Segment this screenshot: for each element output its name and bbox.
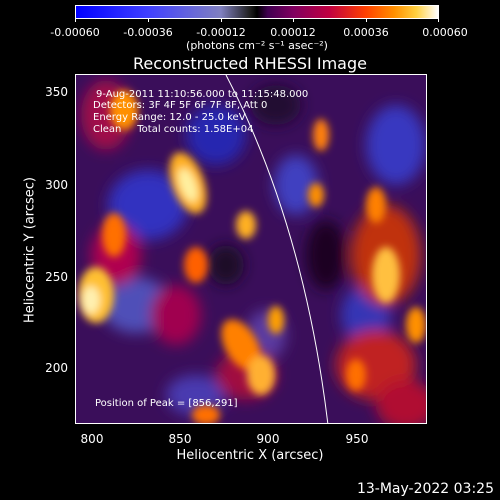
annotation-clean: Clean Total counts: 1.58E+04 xyxy=(93,124,254,135)
y-tick-label: 250 xyxy=(45,270,68,284)
annotation-detectors: Detectors: 3F 4F 5F 6F 7F 8F, Att 0 xyxy=(93,100,268,111)
colorbar-tick xyxy=(221,18,222,22)
x-axis-label: Heliocentric X (arcsec) xyxy=(176,448,324,463)
x-tick-label: 950 xyxy=(345,432,369,446)
y-tick-label: 300 xyxy=(45,178,68,192)
solar-limb-line xyxy=(225,75,329,423)
colorbar-tick-label: 0.00036 xyxy=(343,26,389,39)
colorbar-tick xyxy=(293,18,294,22)
y-axis-label: Heliocentric Y (arcsec) xyxy=(22,177,38,323)
x-tick-label: 800 xyxy=(80,432,104,446)
x-tick-label: 850 xyxy=(168,432,192,446)
annotation-peak: Position of Peak = [856,291] xyxy=(95,398,238,409)
colorbar-tick xyxy=(366,18,367,22)
timestamp-footer: 13-May-2022 03:25 xyxy=(356,481,494,497)
colorbar-tick-label: -0.00036 xyxy=(123,26,173,39)
colorbar-tick-label: 0.00012 xyxy=(270,26,316,39)
x-tick-label: 900 xyxy=(256,432,280,446)
plot-title: Reconstructed RHESSI Image xyxy=(133,54,367,73)
colorbar-tick-label: 0.00060 xyxy=(422,26,468,39)
colorbar-tick xyxy=(75,18,76,22)
y-tick-label: 350 xyxy=(45,85,68,99)
image-plot xyxy=(75,74,427,424)
colorbar-units: (photons cm⁻² s⁻¹ asec⁻²) xyxy=(186,39,328,52)
colorbar-tick xyxy=(438,18,439,22)
bright-sources xyxy=(78,90,426,423)
colorbar-tick-label: -0.00012 xyxy=(196,26,246,39)
image-canvas xyxy=(76,75,426,423)
colorbar xyxy=(75,5,439,19)
annotation-energy: Energy Range: 12.0 - 25.0 keV xyxy=(93,112,246,123)
y-tick-label: 200 xyxy=(45,361,68,375)
colorbar-tick-label: -0.00060 xyxy=(50,26,100,39)
colorbar-tick xyxy=(148,18,149,22)
annotation-time: 9-Aug-2011 11:10:56.000 to 11:15:48.000 xyxy=(96,89,309,100)
